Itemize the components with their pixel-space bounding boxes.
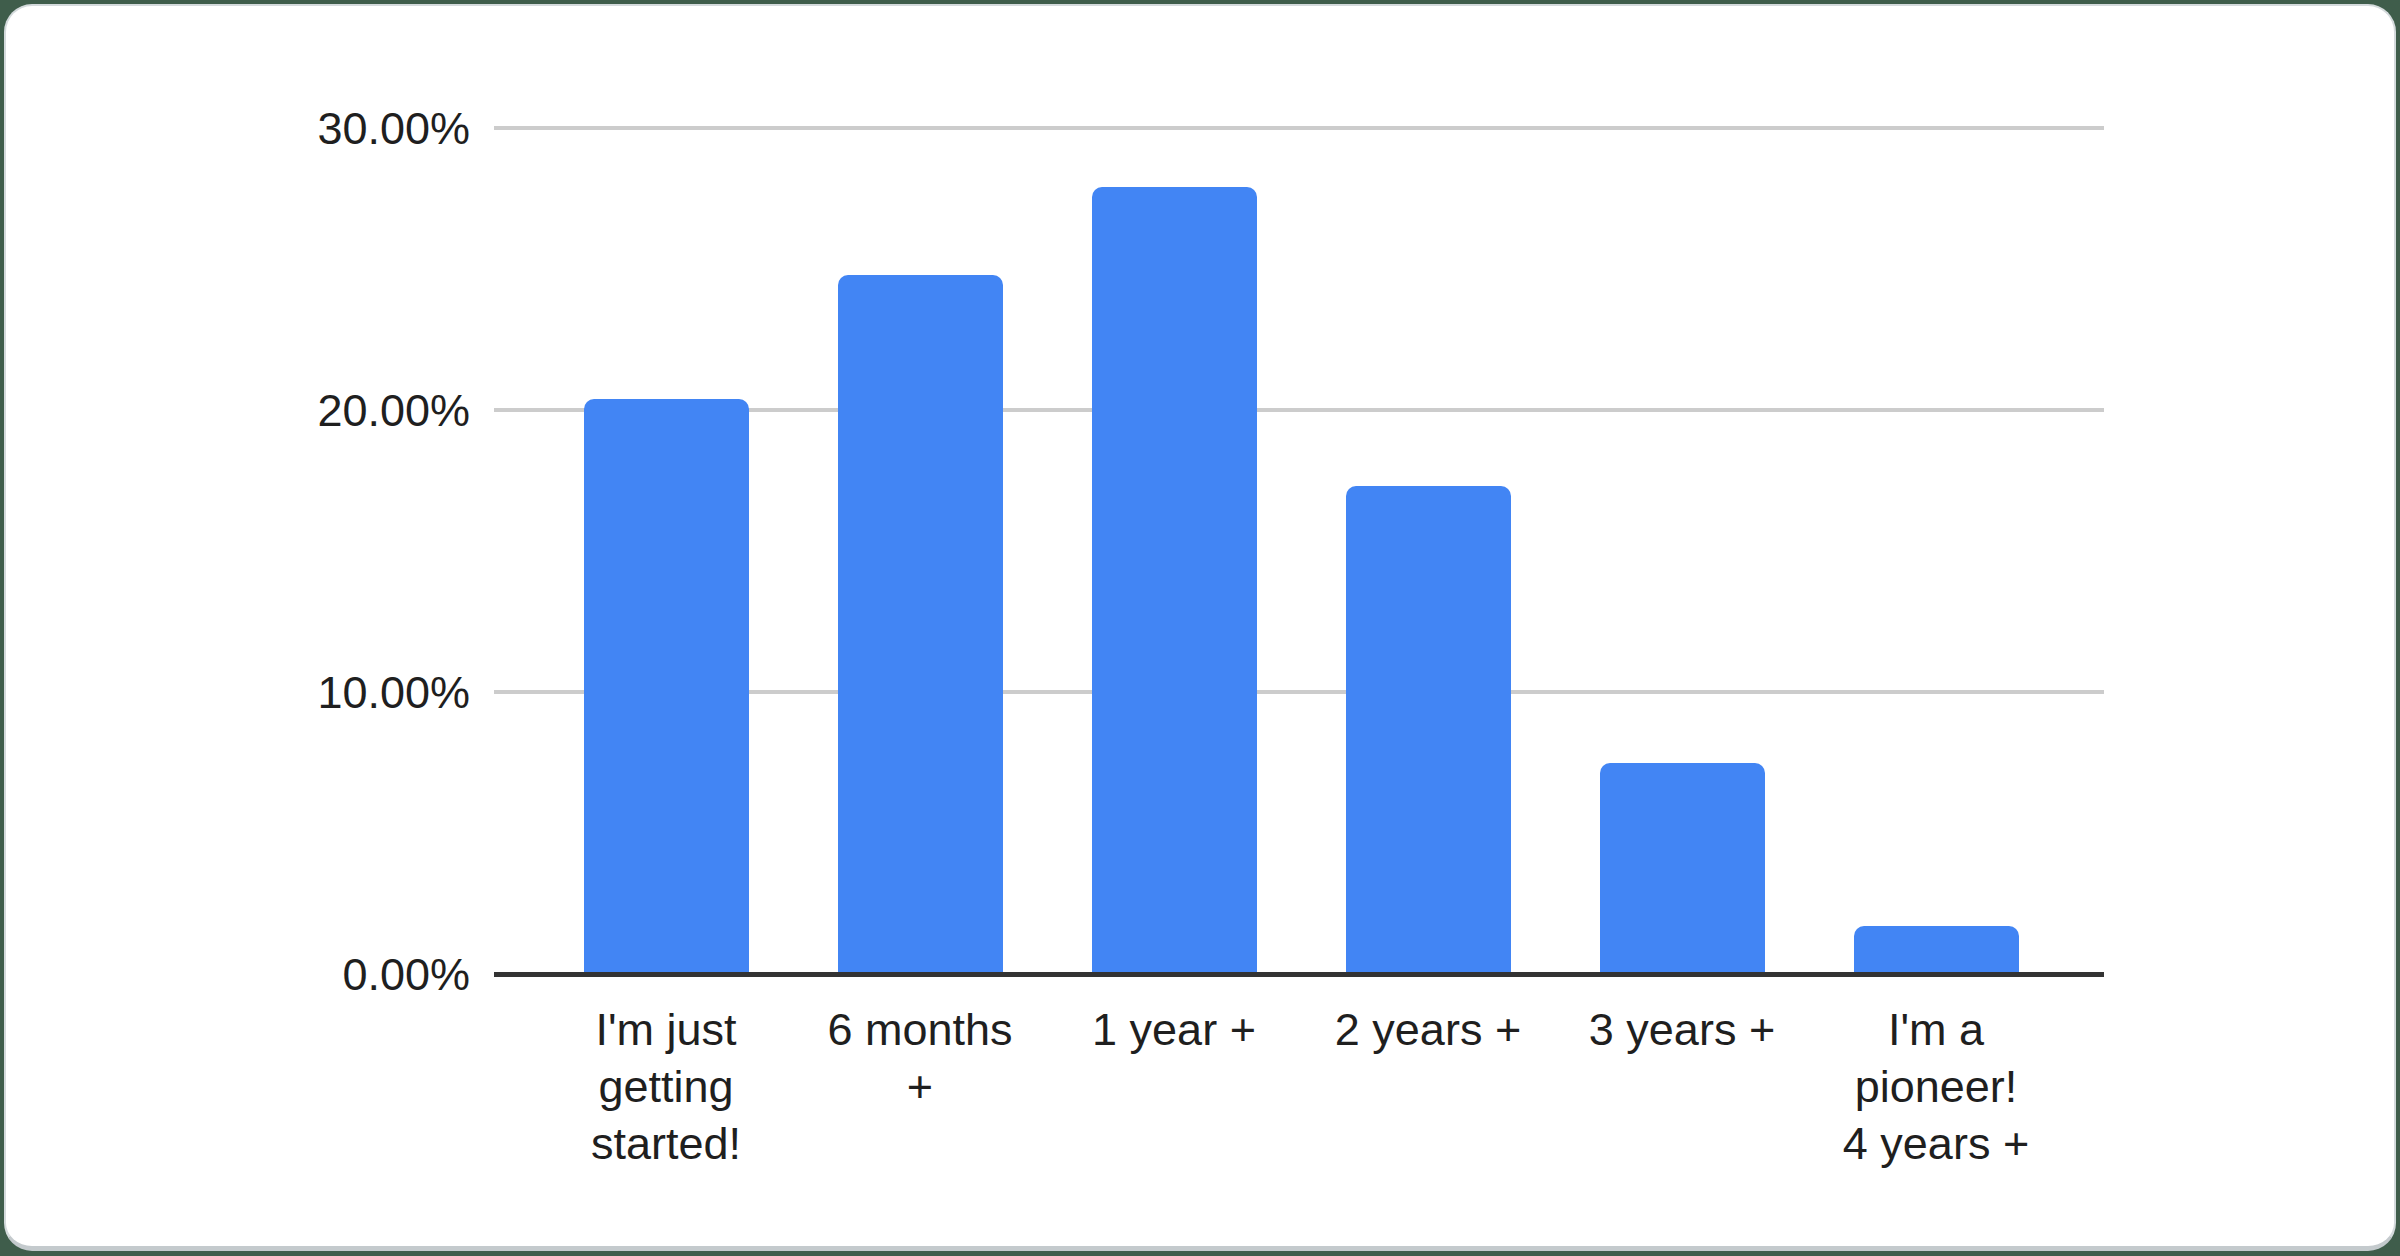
y-tick-label: 10.00% [170, 664, 470, 721]
bar[interactable] [1600, 763, 1765, 975]
bar[interactable] [1092, 187, 1257, 974]
bar-chart-plot-area: 0.00%10.00%20.00%30.00%I'm just getting … [6, 6, 2400, 1256]
y-tick-label: 20.00% [170, 382, 470, 439]
bar[interactable] [1854, 926, 2019, 974]
y-tick-label: 0.00% [170, 946, 470, 1003]
x-tick-label: I'm a pioneer! 4 years + [1786, 1001, 2086, 1172]
x-axis-line [494, 972, 2104, 977]
bar[interactable] [584, 399, 749, 974]
bar[interactable] [1346, 486, 1511, 974]
y-tick-label: 30.00% [170, 100, 470, 157]
chart-card: 0.00%10.00%20.00%30.00%I'm just getting … [4, 4, 2396, 1251]
page-background: { "chart_data": { "type": "bar", "title"… [0, 0, 2400, 1256]
y-gridline [494, 126, 2104, 130]
bar[interactable] [838, 275, 1003, 974]
